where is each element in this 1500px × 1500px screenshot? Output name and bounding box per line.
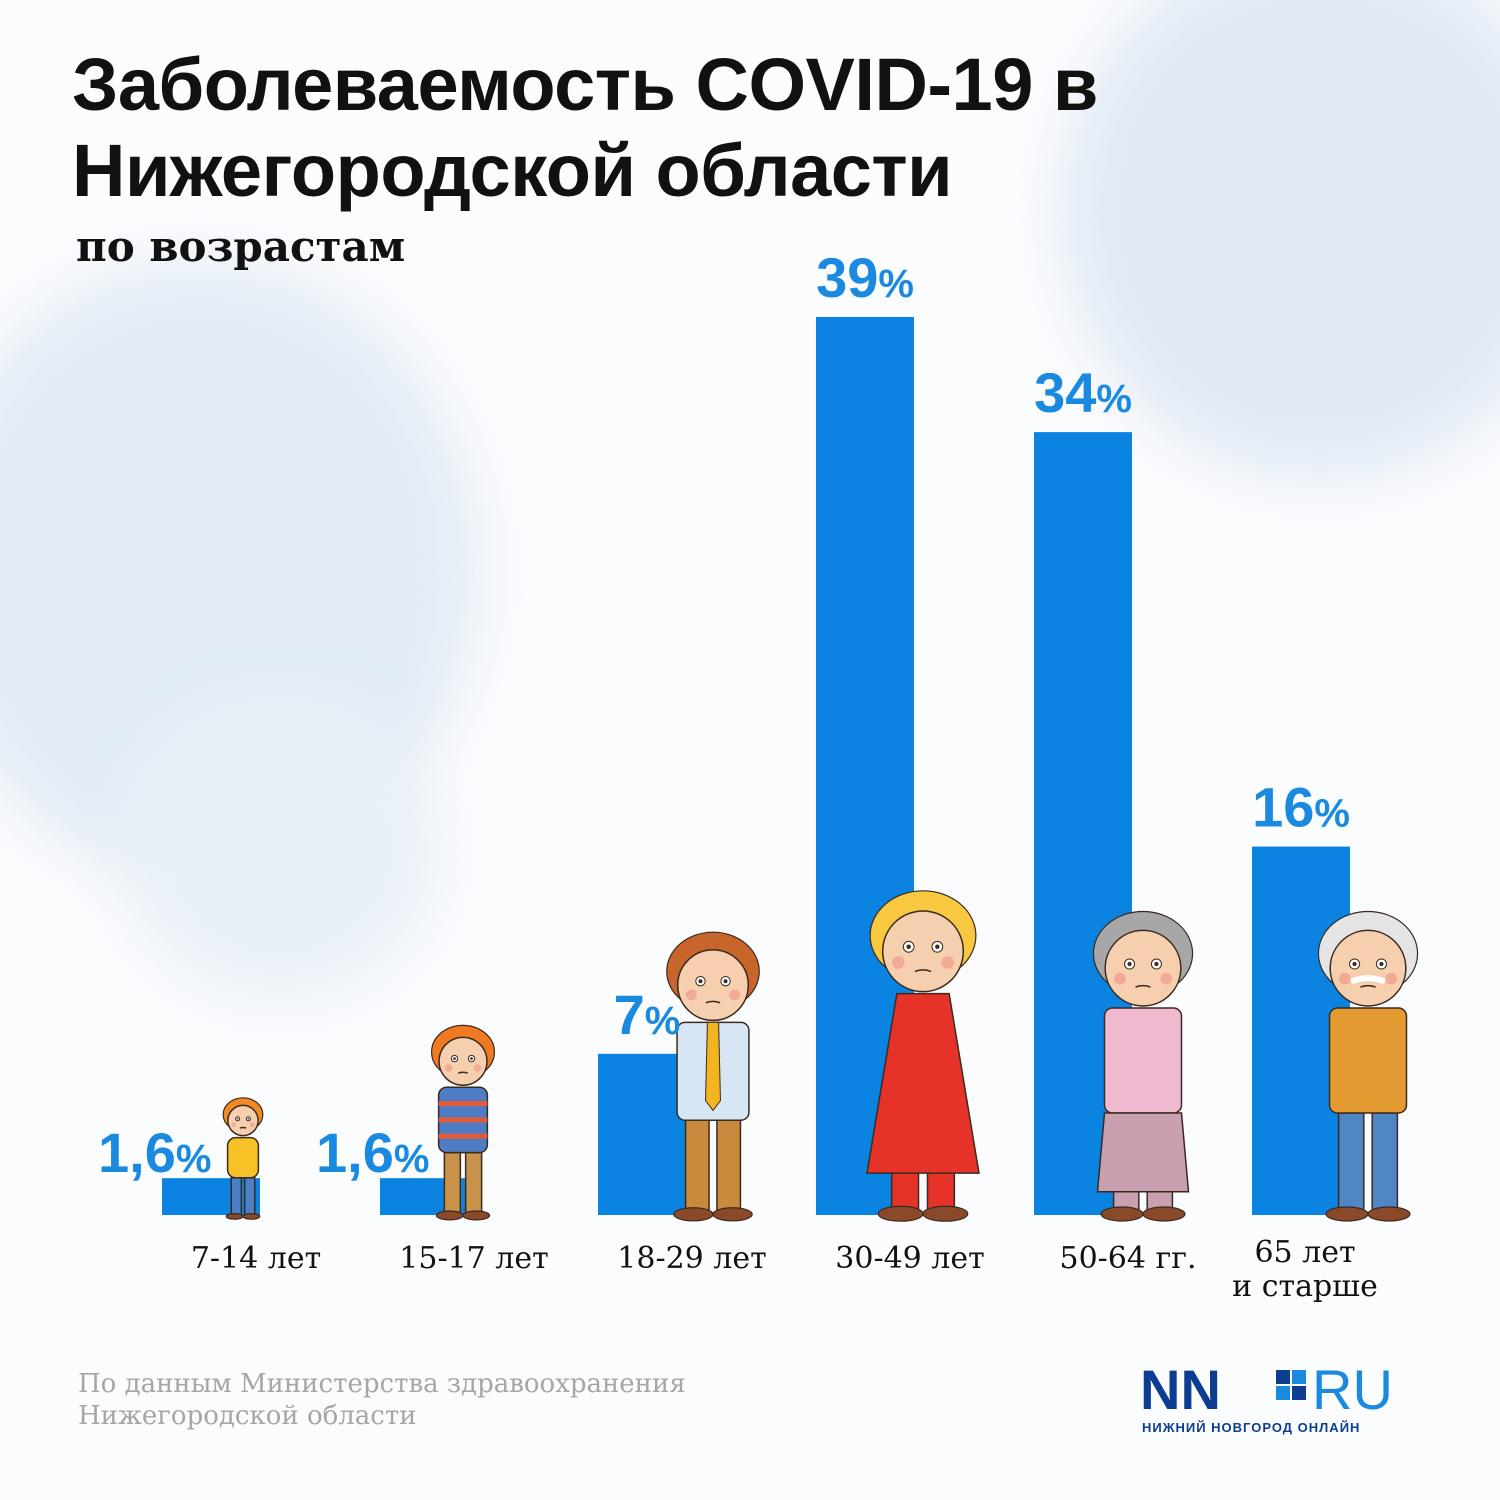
chart-subtitle: по возрастам xyxy=(76,222,406,271)
value-label: 34% xyxy=(1034,361,1132,424)
chart-title-line: Нижегородской области xyxy=(72,129,953,212)
value-label: 1,6% xyxy=(98,1121,211,1184)
value-label: 16% xyxy=(1252,776,1350,839)
category-label: 30-49 лет xyxy=(835,1241,984,1276)
category-label: 65 лет и старше xyxy=(1232,1235,1378,1304)
category-label: 18-29 лет xyxy=(617,1241,766,1276)
figures-group xyxy=(222,890,1419,1222)
logo-tagline: НИЖНИЙ НОВГОРОД ОНЛАЙН xyxy=(1142,1420,1361,1435)
grandfather-icon xyxy=(1317,910,1419,1222)
logo-suffix: RU xyxy=(1312,1358,1393,1421)
category-labels-group: 7-14 лет 15-17 лет 18-29 лет 30-49 лет 50-64… xyxy=(191,1235,1378,1304)
category-label: 50-64 гг. xyxy=(1060,1241,1197,1276)
value-label: 39% xyxy=(816,246,914,309)
value-label: 1,6% xyxy=(316,1121,429,1184)
freckled-boy-icon xyxy=(431,1024,495,1221)
virus-background-blob xyxy=(120,700,440,1000)
source-line: По данным Министерства здравоохранения xyxy=(78,1369,686,1399)
category-label: 7-14 лет xyxy=(191,1241,321,1276)
bars-group xyxy=(162,317,1350,1216)
curly-haired-toddler-icon xyxy=(222,1097,264,1220)
category-label: 15-17 лет xyxy=(399,1241,548,1276)
data-source-note: По данным Министерства здравоохранения Н… xyxy=(78,1368,686,1432)
source-line: Нижегородской области xyxy=(78,1401,417,1431)
value-labels-group: 1,6% 1,6% 7% 39% 34% 16% xyxy=(98,246,1350,1184)
bar xyxy=(162,1178,260,1215)
logo-mark: NN xyxy=(1140,1358,1221,1421)
bar xyxy=(380,1178,478,1215)
woman-in-red-dress-icon xyxy=(866,890,980,1222)
logo-square-icon xyxy=(1276,1370,1306,1400)
chart-title: Заболеваемость COVID-19 в Нижегородской … xyxy=(72,42,1098,214)
chart-title-line: Заболеваемость COVID-19 в xyxy=(72,43,1098,126)
value-label: 7% xyxy=(614,983,681,1046)
nn-ru-logo: NN RU НИЖНИЙ НОВГОРОД ОНЛАЙН xyxy=(1140,1358,1393,1436)
young-man-in-tie-icon xyxy=(666,931,760,1222)
grandmother-icon xyxy=(1092,910,1194,1222)
